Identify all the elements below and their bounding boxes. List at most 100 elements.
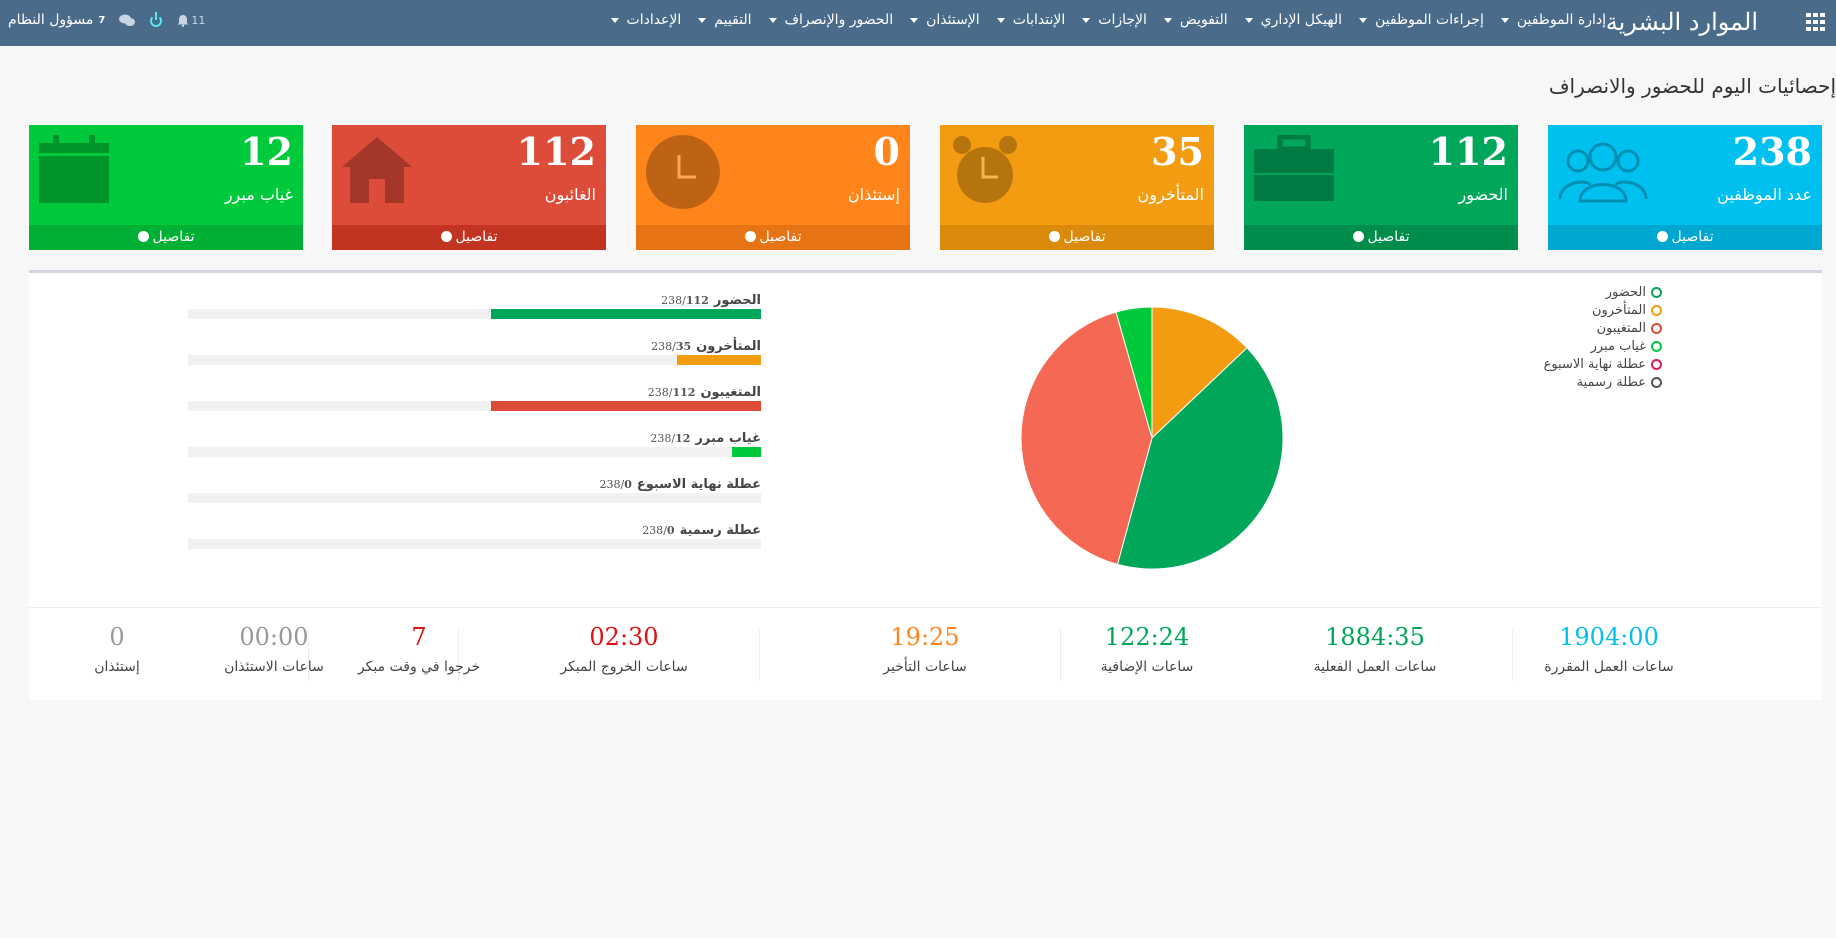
progress-track [188, 447, 761, 457]
caret-down-icon [1500, 17, 1509, 23]
metric-permissions: 0 إستئذان [94, 623, 140, 675]
menu-item-settings[interactable]: الإعدادات [610, 12, 681, 28]
caret-down-icon [610, 17, 619, 23]
tile-present: 112 الحضور تفاصيل [1244, 125, 1518, 250]
user-name: مسؤول النظام [8, 12, 94, 28]
menu-item-attendance[interactable]: الحضور والإنصراف [768, 12, 893, 28]
tile-late: 35 المتأخرون تفاصيل [940, 125, 1214, 250]
legend-dot-icon [1651, 322, 1662, 334]
caret-down-icon [1358, 17, 1367, 23]
pie-slice-1[interactable] [1116, 347, 1284, 570]
home-icon [342, 137, 412, 203]
arrow-circle-icon [1048, 231, 1060, 242]
metric-overtime-hours: 122:24 ساعات الإضافية [1100, 623, 1194, 675]
tile-excused: 12 غياب مبرر تفاصيل [29, 125, 303, 250]
tile-label: عدد الموظفين [1717, 185, 1812, 204]
briefcase-icon [1254, 135, 1334, 201]
menu-item-employee-actions[interactable]: إجراءات الموظفين [1358, 12, 1484, 28]
menu-item-org-structure[interactable]: الهيكل الإداري [1244, 12, 1342, 28]
metric-late-hours: 19:25 ساعات التأخير [883, 623, 967, 675]
arrow-circle-icon [440, 231, 452, 242]
menu-item-evaluation[interactable]: التقييم [698, 12, 752, 28]
caret-down-icon [910, 17, 919, 23]
calendar-icon [39, 135, 109, 203]
menu-item-leaves[interactable]: الإجازات [1082, 12, 1147, 28]
menu-item-employees[interactable]: إدارة الموظفين [1500, 12, 1606, 28]
legend-item[interactable]: عطلة رسمية [1544, 373, 1662, 391]
tile-value: 112 [516, 129, 596, 174]
progress-track [188, 309, 761, 319]
notifications[interactable]: 11 [177, 14, 205, 27]
tile-details-link[interactable]: تفاصيل [332, 225, 606, 250]
app-brand[interactable]: الموارد البشرية [1605, 8, 1758, 36]
progress-track [188, 355, 761, 365]
progress-track [188, 401, 761, 411]
arrow-circle-icon [744, 231, 756, 242]
progress-label: المتأخرون [696, 339, 761, 354]
stats-panel: الحضور 238/112 المتأخرون 238/35 المتغيبون 2… [29, 270, 1822, 700]
tile-permission: 0 إستئذان تفاصيل [636, 125, 910, 250]
caret-down-icon [1244, 17, 1253, 23]
menu-item-delegation[interactable]: التفويض [1163, 12, 1228, 28]
legend-dot-icon [1651, 376, 1662, 388]
metric-early-leave-hours: 02:30 ساعات الخروج المبكر [560, 623, 688, 675]
tile-details-link[interactable]: تفاصيل [29, 225, 303, 250]
panel-divider [29, 607, 1822, 608]
user-badge: 7 [98, 14, 106, 26]
legend-dot-icon [1651, 358, 1662, 370]
pie-slice-2[interactable] [1020, 311, 1153, 565]
arrow-circle-icon [1656, 231, 1668, 242]
progress-fill [491, 401, 761, 411]
legend-item[interactable]: عطلة نهاية الاسبوع [1544, 355, 1662, 373]
caret-down-icon [768, 17, 777, 23]
caret-down-icon [1163, 17, 1172, 23]
caret-down-icon [996, 17, 1005, 23]
legend-item[interactable]: المتأخرون [1544, 301, 1662, 319]
tile-absent: 112 الغائبون تفاصيل [332, 125, 606, 250]
tile-value: 0 [873, 129, 900, 174]
tile-value: 112 [1428, 129, 1508, 174]
legend-dot-icon [1651, 286, 1662, 298]
progress-count: 238/0 [599, 478, 632, 491]
metric-left-early: 7 خرجوا في وقت مبكر [357, 623, 481, 675]
tile-label: المتأخرون [1137, 185, 1204, 204]
progress-track [188, 493, 761, 503]
apps-grid-icon[interactable] [1806, 13, 1826, 31]
power-icon[interactable] [149, 12, 163, 28]
tile-details-link[interactable]: تفاصيل [1548, 225, 1822, 250]
tile-label: الغائبون [544, 185, 596, 204]
tile-label: الحضور [1458, 185, 1508, 204]
legend-item[interactable]: غياب مبرر [1544, 337, 1662, 355]
progress-fill [732, 447, 761, 457]
top-navbar: الموارد البشرية إدارة الموظفين إجراءات ا… [0, 0, 1836, 46]
bell-icon [177, 14, 189, 27]
progress-label: عطلة رسمية [679, 523, 761, 538]
alarm-clock-icon [953, 136, 1017, 203]
tile-employees: 238 عدد الموظفين تفاصيل [1548, 125, 1822, 250]
chat-icon[interactable] [119, 14, 136, 27]
tile-value: 238 [1732, 129, 1812, 174]
progress-label: عطلة نهاية الاسبوع [636, 477, 761, 492]
caret-down-icon [1082, 17, 1091, 23]
attendance-pie-chart [1020, 306, 1284, 570]
tile-value: 12 [240, 129, 293, 174]
menu-item-assignments[interactable]: الإنتدابات [996, 12, 1065, 28]
arrow-circle-icon [137, 231, 149, 242]
progress-label: الحضور [713, 293, 761, 308]
menu-item-permissions[interactable]: الإستئذان [910, 12, 980, 28]
user-menu[interactable]: مسؤول النظام 7 [8, 12, 105, 28]
legend-item[interactable]: المتغيبون [1544, 319, 1662, 337]
pie-slice-0[interactable] [1151, 306, 1248, 440]
metric-actual-hours: 1884:35 ساعات العمل الفعلية [1313, 623, 1437, 675]
clock-icon [646, 135, 720, 209]
chart-legend: الحضور المتأخرون المتغيبون غياب مبرر عطل… [1544, 283, 1662, 391]
tile-details-link[interactable]: تفاصيل [636, 225, 910, 250]
tile-details-link[interactable]: تفاصيل [940, 225, 1214, 250]
tile-details-link[interactable]: تفاصيل [1244, 225, 1518, 250]
progress-track [188, 539, 761, 549]
legend-item[interactable]: الحضور [1544, 283, 1662, 301]
progress-count: 238/112 [647, 386, 696, 399]
progress-label: المتغيبون [700, 385, 761, 400]
pie-slice-3[interactable] [1115, 306, 1153, 439]
metric-permission-hours: 00:00 ساعات الاستئذان [224, 623, 324, 675]
